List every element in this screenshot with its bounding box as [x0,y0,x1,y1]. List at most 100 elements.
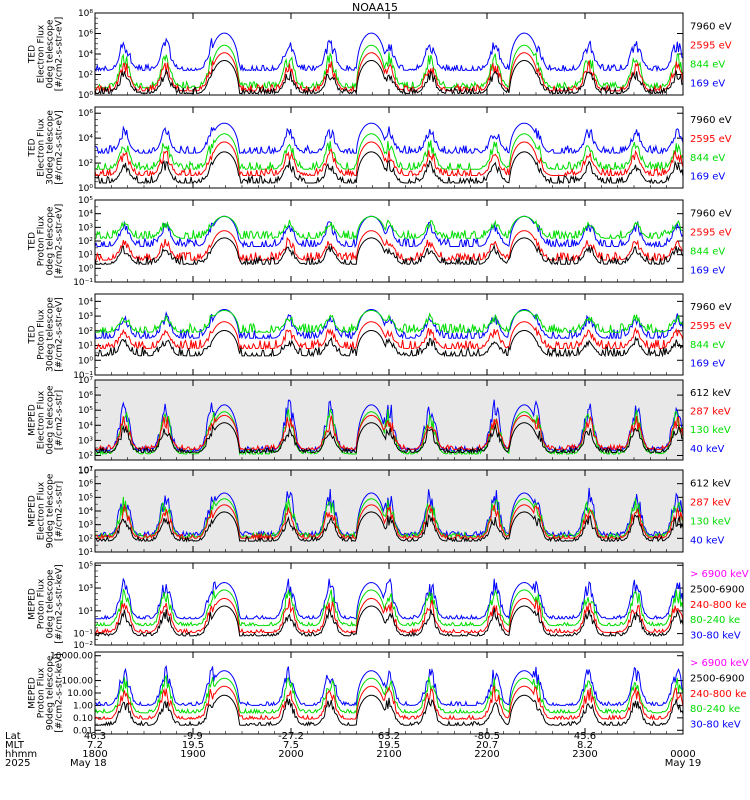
x-row-label: MLT [5,740,25,751]
y-tick-label: 10⁵ [78,561,93,571]
y-tick-label: 10⁶ [78,480,93,490]
x-tick-hhmm: 2300 [572,749,597,760]
y-axis-label-line: [#/cm2-s-str] [55,390,65,450]
series-line-red [94,684,684,721]
y-tick-label: 10⁴ [78,134,93,144]
x-row-label: Lat [5,731,21,742]
y-axis-label: TED Proton Flux 30deg telescope [#/cm2-s-st… [28,297,65,372]
y-tick-label: 10⁴ [78,50,93,60]
y-tick-label: 10² [78,71,93,81]
series-line-blue [94,122,684,155]
legend-entry: 7960 eV [690,21,732,32]
y-tick-label: 10⁵ [78,196,93,206]
legend-entry: 844 eV [690,59,725,70]
y-axis-label-line: 90deg telescope [46,473,56,548]
y-axis-label-line: Electron Flux [37,24,47,83]
y-axis-label-line: TED [28,232,38,251]
y-tick-label: 10¹ [78,467,93,477]
y-axis-label-line: Electron Flux [37,481,47,540]
y-tick-label: 0.10 [73,714,93,724]
y-tick-label: 10³ [78,223,93,233]
y-axis-label: TED Electron Flux 0deg telescope [#/cm2-s-s… [28,17,65,92]
y-axis-label-line: TED [28,325,38,344]
y-axis-label-line: MEPED [28,677,38,709]
y-axis-label: MEPED Electron Flux 0deg telescope [#/cm2-s… [28,385,65,455]
y-tick-label: 10000.00 [50,652,93,662]
legend-entry: 169 eV [690,172,725,183]
legend-entry: > 6900 keV [690,658,749,669]
legend-entry: > 6900 keV [690,569,749,580]
y-axis-label-line: Proton Flux [37,215,47,266]
y-tick-label: 10¹ [78,251,93,261]
legend-entry: 2595 eV [690,40,732,51]
series-line-red [94,230,684,262]
panel-5: 10¹ 10² 10³ 10⁴ 10⁵ 10⁶ 10⁷ MEPED Electron Flux 0… [28,376,731,477]
y-tick-label: 10⁴ [78,210,93,220]
legend-entry: 7960 eV [690,208,732,219]
y-tick-label: 0.01 [73,726,93,736]
legend-entry: 80-240 ke [690,704,740,715]
y-tick-label: 10⁶ [78,391,93,401]
y-tick-label: 10⁸ [78,9,93,19]
series-line-green [94,407,684,456]
y-axis-label-line: 30deg telescope [46,110,56,185]
y-tick-label: 10⁷ [78,466,93,476]
y-axis-label-line: 0deg telescope [46,569,56,639]
y-tick-label: 10³ [78,584,93,594]
y-axis-label-line: MEPED [28,588,38,620]
y-axis-label-line: TED [28,45,38,64]
x-tick-hhmm: 0000 [670,749,695,760]
y-axis-label-line: MEPED [28,404,38,436]
y-tick-label: 10⁻¹ [73,630,93,640]
panel-background [95,652,683,734]
x-tick-lat: -80.5 [474,731,500,742]
y-axis-label-line: [#/cm2-s-str-eV] [55,297,65,372]
series-line-green [95,588,684,627]
x-tick-date: May 18 [70,758,107,769]
series-line-green [94,496,684,539]
legend-entry: 169 eV [690,79,725,90]
x-tick-hhmm: 2100 [376,749,401,760]
legend-entry: 80-240 ke [690,615,740,626]
x-tick-hhmm: 1900 [180,749,205,760]
legend-entry: 240-800 ke [690,689,747,700]
y-axis-label-line: [#/cm2-s-str-eV] [55,204,65,279]
y-axis-label-line: Electron Flux [37,390,47,449]
series-line-black [94,330,684,358]
y-tick-label: 10³ [78,521,93,531]
x-tick-hhmm: 2000 [278,749,303,760]
y-tick-label: 1.00 [73,701,93,711]
legend-entry: 30-80 keV [690,631,741,642]
y-axis-label-line: 0deg telescope [46,385,56,455]
y-tick-label: 10⁴ [78,507,93,517]
legend-entry: 612 keV [690,478,731,489]
y-tick-label: 10² [78,327,93,337]
x-tick-lat: -9.9 [183,731,203,742]
y-axis-label-line: [#/cm2-s-str] [55,481,65,541]
y-axis-label-line: Electron Flux [37,118,47,177]
y-tick-label: 10⁰ [78,184,93,194]
y-axis-label-line: 0deg telescope [46,19,56,89]
panel-2: 10⁰ 10² 10⁴ 10⁶ TED Electron Flux 30deg telesc… [28,106,732,194]
panel-background [95,563,683,645]
x-tick-date: May 19 [665,758,702,769]
series-line-red [95,597,684,634]
x-tick-mlt: 7.5 [283,740,299,751]
y-tick-label: 10⁵ [78,406,93,416]
legend-entry: 2595 eV [690,321,732,332]
series-line-red [94,503,684,541]
series-line-green [95,310,684,335]
legend-entry: 844 eV [690,340,725,351]
panel-background [95,200,683,282]
chart-title: NOAA15 [351,1,399,14]
y-tick-label: 10² [78,534,93,544]
panel-1: 10⁰ 10² 10⁴ 10⁶ 10⁸ TED Electron Flux 0deg tele… [28,9,732,101]
legend-entry: 287 keV [690,407,731,418]
y-tick-label: 10¹ [78,607,93,617]
series-line-red [94,141,684,178]
y-tick-label: 10⁴ [78,421,93,431]
y-tick-label: 10⁵ [78,493,93,503]
y-tick-label: 10¹ [78,342,93,352]
series-line-green [94,44,684,90]
